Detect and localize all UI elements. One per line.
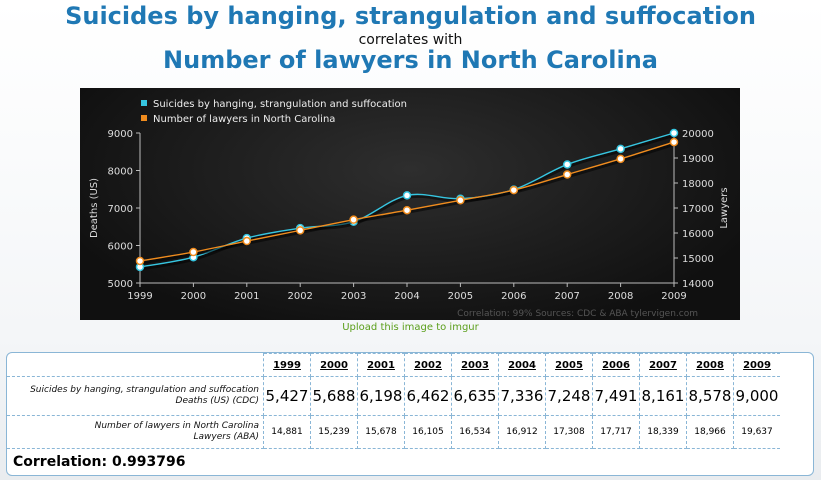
legend-label-lawyers: Number of lawyers in North Carolina [153, 114, 335, 125]
year-header: 2007 [639, 353, 687, 377]
table-cell: 15,239 [310, 415, 358, 449]
y-tick-label-left: 7000 [108, 204, 133, 215]
table-cell: 5,688 [310, 376, 358, 416]
data-point-lawyers [135, 256, 145, 266]
year-header: 2009 [733, 353, 780, 377]
corner-cell [7, 353, 264, 377]
y-tick-label-left: 9000 [108, 129, 133, 140]
title-top: Suicides by hanging, strangulation and s… [65, 2, 756, 30]
y-axis-label-left: Deaths (US) [89, 178, 100, 238]
upload-link[interactable]: Upload this image to imgur [342, 322, 479, 333]
correlation-row: Correlation: 0.993796 [7, 448, 780, 475]
correlates-text: correlates with [358, 32, 463, 48]
y-tick-label-right: 16000 [682, 229, 714, 240]
y-tick-label-right: 20000 [682, 129, 714, 140]
data-point-lawyers [402, 205, 412, 215]
year-header: 2002 [404, 353, 452, 377]
table-cell: 6,462 [404, 376, 452, 416]
table-cell: 15,678 [357, 415, 405, 449]
legend-label-suicides: Suicides by hanging, strangulation and s… [153, 99, 407, 110]
title-bottom: Number of lawyers in North Carolina [163, 46, 658, 74]
table-row-lawyers: Number of lawyers in North Carolina Lawy… [7, 415, 780, 449]
y-tick-label-left: 8000 [108, 167, 133, 178]
table-cell: 18,339 [639, 415, 687, 449]
row-label-title: Suicides by hanging, strangulation and s… [30, 385, 259, 395]
table-cell: 14,881 [263, 415, 311, 449]
data-point-lawyers [509, 185, 519, 195]
row-label-title: Number of lawyers in North Carolina [94, 421, 259, 431]
y-tick-label-right: 15000 [682, 254, 714, 265]
y-axis-label-right: Lawyers [719, 187, 730, 228]
y-tick-label-right: 14000 [682, 279, 714, 290]
data-point-suicides [562, 160, 572, 169]
table-cell: 19,637 [733, 415, 780, 449]
y-tick-label-right: 18000 [682, 179, 714, 190]
data-point-suicides [402, 191, 412, 200]
x-tick-label: 2004 [394, 291, 419, 302]
x-tick-label: 2006 [501, 291, 526, 302]
data-point-lawyers [242, 236, 252, 246]
x-tick-label: 2001 [234, 291, 259, 302]
year-row: 1999 2000 2001 2002 2003 2004 2005 2006 … [7, 353, 780, 377]
table-cell: 17,308 [545, 415, 593, 449]
correlation-value: Correlation: 0.993796 [7, 448, 780, 475]
table-cell: 17,717 [592, 415, 640, 449]
table-cell: 18,966 [686, 415, 734, 449]
table-cell: 6,198 [357, 376, 405, 416]
table-cell: 7,336 [498, 376, 546, 416]
table-cell: 9,000 [733, 376, 780, 416]
data-point-suicides [616, 144, 625, 154]
data-point-lawyers [616, 154, 625, 164]
chart-area: 5000 6000 7000 8000 9000 14000 15000 16000 17000… [80, 88, 740, 320]
x-tick-label: 1999 [127, 291, 152, 302]
year-header: 2008 [686, 353, 734, 377]
table-cell: 16,105 [404, 415, 452, 449]
data-point-lawyers [349, 215, 358, 224]
table-cell: 7,491 [592, 376, 640, 416]
table-cell: 8,578 [686, 376, 734, 416]
y-tick-label-right: 19000 [682, 154, 714, 165]
table-cell: 7,248 [545, 376, 593, 416]
data-table-grid: 1999 2000 2001 2002 2003 2004 2005 2006 … [7, 353, 780, 475]
year-header: 2000 [310, 353, 358, 377]
table-cell: 8,161 [639, 376, 687, 416]
legend-marker-lawyers [141, 115, 147, 121]
row-label-sub: Deaths (US) (CDC) [175, 396, 259, 406]
x-tick-label: 2005 [448, 291, 473, 302]
year-header: 2003 [451, 353, 499, 377]
year-header: 2001 [357, 353, 405, 377]
row-label-suicides: Suicides by hanging, strangulation and s… [7, 376, 264, 416]
year-header: 2006 [592, 353, 640, 377]
table-cell: 16,534 [451, 415, 499, 449]
year-header: 2005 [545, 353, 593, 377]
data-point-suicides [669, 128, 679, 138]
row-label-sub: Lawyers (ABA) [193, 432, 259, 442]
x-tick-label: 2007 [554, 291, 579, 302]
x-tick-label: 2009 [661, 291, 686, 302]
x-tick-label: 2002 [287, 291, 312, 302]
table-cell: 6,635 [451, 376, 499, 416]
y-tick-label-left: 6000 [108, 242, 133, 253]
x-tick-label: 2008 [608, 291, 633, 302]
y-tick-label-left: 5000 [108, 279, 133, 290]
year-header: 1999 [263, 353, 311, 377]
chart-credits: Correlation: 99% Sources: CDC & ABA tyle… [457, 309, 698, 319]
year-header: 2004 [498, 353, 546, 377]
data-point-lawyers [669, 137, 679, 147]
legend-marker-suicides [141, 100, 147, 106]
data-point-lawyers [189, 247, 198, 257]
data-point-lawyers [562, 170, 572, 179]
series-shadow-lawyers [140, 142, 676, 265]
table-cell: 16,912 [498, 415, 546, 449]
y-tick-label-right: 17000 [682, 204, 714, 215]
line-chart: 5000 6000 7000 8000 9000 14000 15000 16000 17000… [89, 99, 730, 319]
data-table: 1999 2000 2001 2002 2003 2004 2005 2006 … [6, 352, 814, 476]
data-point-lawyers [456, 196, 465, 205]
data-point-lawyers [295, 226, 305, 235]
x-tick-label: 2003 [341, 291, 366, 302]
table-cell: 5,427 [263, 376, 311, 416]
table-row-suicides: Suicides by hanging, strangulation and s… [7, 376, 780, 416]
row-label-lawyers: Number of lawyers in North Carolina Lawy… [7, 415, 264, 449]
x-tick-label: 2000 [181, 291, 206, 302]
